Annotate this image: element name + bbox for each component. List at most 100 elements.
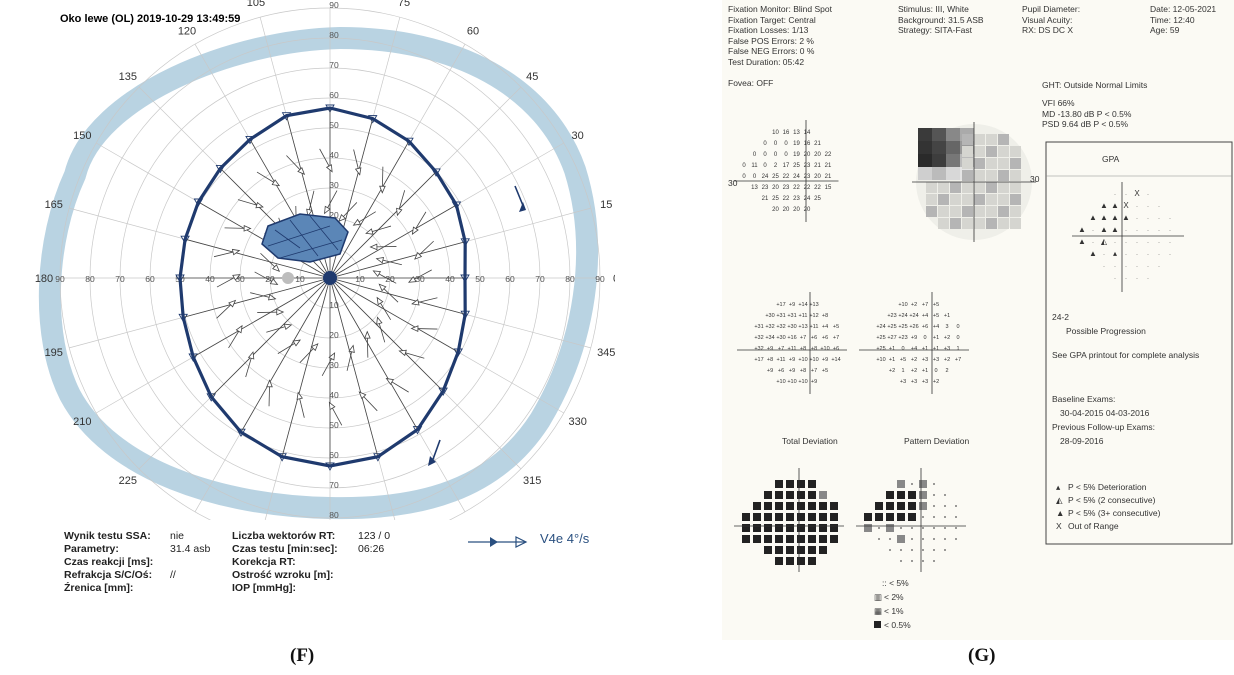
grid-value: 0 bbox=[774, 152, 778, 158]
global-indices: VFI 66% MD -13.80 dB P < 0.5% PSD 9.64 d… bbox=[1042, 98, 1232, 130]
grid-value: 0 bbox=[753, 152, 757, 158]
grid-value: +26 bbox=[909, 324, 918, 330]
gpa-legend-item: P < 5% (3+ consecutive) bbox=[1068, 508, 1161, 518]
gpa-symbol: · bbox=[1158, 264, 1160, 270]
vector-line bbox=[329, 204, 457, 279]
prob-cell-normal bbox=[889, 549, 891, 551]
greyscale-cell bbox=[986, 146, 997, 157]
vector-arrowhead bbox=[376, 296, 384, 306]
grid-value: +1 bbox=[922, 346, 928, 352]
angle-label: 45 bbox=[526, 71, 538, 83]
grid-value: 20 bbox=[804, 207, 811, 213]
prob-cell-severe bbox=[875, 513, 883, 521]
grid-value: +31 bbox=[776, 313, 785, 319]
vector-line bbox=[329, 140, 410, 279]
grid-value: +13 bbox=[798, 324, 807, 330]
prob-cell-normal bbox=[911, 560, 913, 562]
greyscale-cell bbox=[1010, 170, 1021, 181]
radial-label: 50 bbox=[329, 120, 339, 130]
prob-cell-severe bbox=[808, 524, 816, 532]
grid-value: 16 bbox=[804, 141, 811, 147]
prob-legend-symbol-3: ▦ bbox=[874, 606, 882, 616]
grid-value: 20 bbox=[814, 174, 821, 180]
grid-value: 23 bbox=[804, 163, 811, 169]
index-line: MD -13.80 dB P < 0.5% bbox=[1042, 108, 1132, 119]
grid-value: 25 bbox=[772, 174, 779, 180]
prob-cell-moderate bbox=[886, 524, 894, 532]
gpa-symbol: · bbox=[1136, 228, 1138, 234]
gpa-symbol: ▲ bbox=[1100, 213, 1108, 222]
gpa-symbol: · bbox=[1136, 276, 1138, 282]
angle-label: 15 bbox=[600, 199, 612, 211]
greyscale-cell bbox=[1010, 206, 1021, 217]
legend-value: 31.4 asb bbox=[170, 543, 211, 555]
grid-value: 25 bbox=[814, 196, 821, 202]
grid-value: +5 bbox=[933, 313, 939, 319]
prob-cell-severe bbox=[819, 513, 827, 521]
prob-cell-severe bbox=[797, 513, 805, 521]
prob-cell-normal bbox=[933, 538, 935, 540]
greyscale-cell bbox=[950, 218, 961, 229]
vector-line bbox=[192, 277, 331, 358]
caption-g: (G) bbox=[968, 645, 996, 666]
grid-value: 23 bbox=[804, 174, 811, 180]
gpa-symbol: · bbox=[1147, 240, 1149, 246]
prob-cell-normal bbox=[944, 505, 946, 507]
gpa-symbol: · bbox=[1147, 228, 1149, 234]
vector-line bbox=[329, 241, 466, 279]
legend-value bbox=[170, 582, 220, 595]
prob-cell-normal bbox=[933, 483, 935, 485]
grid-value: 25 bbox=[793, 163, 800, 169]
greyscale-cell bbox=[938, 182, 949, 193]
pattern-deviation-probability-map bbox=[856, 468, 966, 572]
greyscale-cell bbox=[986, 158, 997, 169]
legend-label: Wynik testu SSA: bbox=[64, 530, 151, 542]
vector-arrowhead bbox=[354, 167, 362, 176]
gpa-box bbox=[1045, 141, 1233, 545]
header-line: RX: DS DC X bbox=[1022, 25, 1074, 35]
radial-label: 50 bbox=[475, 274, 485, 284]
prob-cell-severe bbox=[786, 480, 794, 488]
vector-arrowhead bbox=[272, 264, 281, 272]
grid-value: 22 bbox=[783, 196, 790, 202]
grid-value: +24 bbox=[876, 324, 885, 330]
grid-value: +9 bbox=[767, 368, 773, 374]
legend-label: Czas reakcji [ms]: bbox=[64, 556, 154, 568]
prob-cell-normal bbox=[955, 527, 957, 529]
grid-value: +10 bbox=[876, 357, 885, 363]
vector-arrowhead bbox=[271, 179, 281, 187]
prob-cell-severe bbox=[764, 535, 772, 543]
grid-value: +8 bbox=[822, 313, 828, 319]
prob-cell-severe bbox=[897, 491, 905, 499]
prob-cell-severe bbox=[830, 502, 838, 510]
program-label: 24-2 bbox=[1052, 312, 1069, 322]
prob-cell-severe bbox=[830, 524, 838, 532]
prob-cell-severe bbox=[786, 524, 794, 532]
greyscale-cell bbox=[932, 128, 946, 141]
axis-label-30-right: 30 bbox=[1030, 174, 1040, 184]
header-line: Background: 31.5 ASB bbox=[898, 14, 984, 25]
total-deviation-probability-map bbox=[734, 468, 844, 572]
prob-cell-severe bbox=[886, 513, 894, 521]
prob-cell-normal bbox=[955, 505, 957, 507]
grid-value: +2 bbox=[944, 357, 950, 363]
prob-cell-severe bbox=[797, 546, 805, 554]
vector-arrowhead bbox=[267, 293, 277, 301]
prob-cell-normal bbox=[922, 538, 924, 540]
gpa-symbol: · bbox=[1136, 240, 1138, 246]
grid-value: +24 bbox=[898, 313, 907, 319]
prob-cell-severe bbox=[775, 513, 783, 521]
grid-value: +23 bbox=[887, 313, 896, 319]
prob-cell-normal bbox=[933, 516, 935, 518]
greyscale-cell bbox=[962, 170, 973, 181]
vector-arrowhead bbox=[228, 299, 237, 308]
scotoma-hatching bbox=[267, 215, 343, 259]
radial-label: 60 bbox=[505, 274, 515, 284]
center-fixation-dot bbox=[323, 271, 337, 285]
angle-label: 120 bbox=[178, 25, 196, 37]
grid-value: +10 bbox=[798, 357, 807, 363]
radial-label: 40 bbox=[329, 390, 339, 400]
grid-value: 22 bbox=[783, 174, 790, 180]
grid-value: +17 bbox=[754, 357, 763, 363]
radial-label: 30 bbox=[415, 274, 425, 284]
